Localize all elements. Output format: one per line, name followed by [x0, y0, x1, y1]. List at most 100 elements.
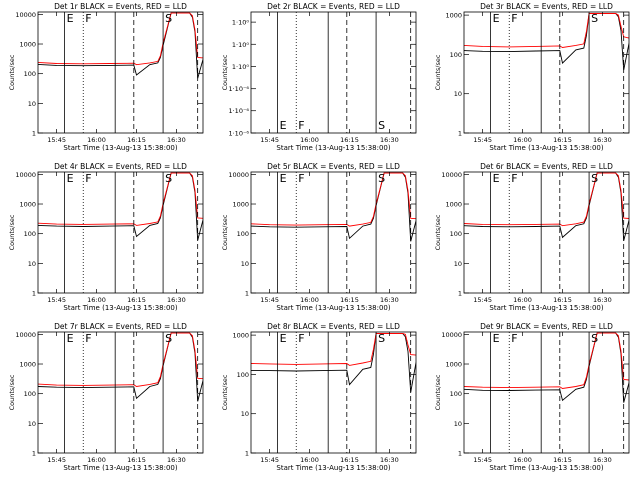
x-tick-label: 15:45 — [260, 136, 279, 144]
y-tick-label: 10 — [28, 260, 36, 268]
y-axis-label: Counts/sec — [8, 54, 16, 90]
x-tick-label: 16:15 — [553, 456, 572, 464]
marker-label: S — [165, 172, 172, 185]
x-tick-label: 16:15 — [127, 296, 146, 304]
x-tick-label: 16:15 — [553, 136, 572, 144]
y-tick-label: 1000 — [19, 201, 36, 209]
x-tick-label: 15:45 — [47, 136, 66, 144]
marker-label: F — [511, 332, 517, 345]
x-tick-label: 16:00 — [300, 456, 319, 464]
plot-frame — [37, 331, 204, 454]
marker-label: E — [67, 172, 74, 185]
x-tick-label: 16:30 — [167, 296, 186, 304]
x-tick-label: 16:30 — [593, 296, 612, 304]
y-axis-label: Counts/sec — [8, 214, 16, 250]
y-tick-label: 10000 — [441, 171, 462, 179]
y-tick-label: 1000 — [19, 41, 36, 49]
x-tick-label: 15:45 — [47, 296, 66, 304]
y-tick-label: 1000 — [232, 201, 249, 209]
y-axis-label: Counts/sec — [221, 214, 229, 250]
marker-label: F — [298, 119, 304, 132]
series-line-lld — [38, 172, 203, 226]
marker-label: S — [378, 172, 385, 185]
series-line-lld — [251, 172, 416, 227]
x-axis-label: Start Time (13-Aug-13 15:38:00) — [489, 464, 603, 472]
x-axis-label: Start Time (13-Aug-13 15:38:00) — [63, 304, 177, 312]
x-axis-label: Start Time (13-Aug-13 15:38:00) — [276, 464, 390, 472]
y-axis-label: Counts/sec — [221, 54, 229, 90]
x-tick-label: 16:30 — [167, 456, 186, 464]
y-axis-label: Counts/sec — [221, 374, 229, 410]
y-axis-label: Counts/sec — [434, 374, 442, 410]
y-tick-label: 100 — [237, 371, 249, 379]
y-tick-label: 1000 — [445, 12, 462, 20]
series-line-lld — [38, 12, 203, 66]
chart-title: Det 3r BLACK = Events, RED = LLD — [480, 2, 613, 11]
plot-frame — [463, 331, 630, 454]
y-tick-label: 100 — [450, 390, 462, 398]
y-axis-label: Counts/sec — [434, 214, 442, 250]
marker-label: E — [280, 332, 287, 345]
chart-title: Det 4r BLACK = Events, RED = LLD — [54, 162, 187, 171]
x-tick-label: 16:00 — [87, 296, 106, 304]
y-tick-label: 100 — [24, 230, 36, 238]
x-axis-label: Start Time (13-Aug-13 15:38:00) — [276, 144, 390, 152]
y-tick-label: 1·10⁻⁶ — [228, 85, 249, 93]
series-line-lld — [464, 13, 629, 48]
x-tick-label: 16:15 — [553, 296, 572, 304]
marker-label: S — [591, 332, 598, 345]
marker-label: S — [165, 332, 172, 345]
y-tick-label: 10000 — [15, 11, 36, 19]
y-tick-label: 10 — [241, 260, 249, 268]
y-tick-label: 10 — [454, 90, 462, 98]
plot-frame — [37, 11, 204, 134]
x-tick-label: 16:00 — [300, 136, 319, 144]
y-tick-label: 1000 — [445, 201, 462, 209]
marker-label: F — [85, 172, 91, 185]
y-tick-label: 100 — [450, 51, 462, 59]
chart-title: Det 2r BLACK = Events, RED = LLD — [267, 2, 400, 11]
y-tick-label: 1000 — [19, 361, 36, 369]
y-tick-label: 1000 — [445, 361, 462, 369]
x-tick-label: 16:15 — [340, 296, 359, 304]
y-tick-label: 1 — [32, 130, 36, 138]
x-axis-label: Start Time (13-Aug-13 15:38:00) — [63, 464, 177, 472]
marker-label: F — [85, 332, 91, 345]
x-tick-label: 16:00 — [513, 136, 532, 144]
plot-frame — [37, 171, 204, 294]
marker-label: S — [378, 332, 385, 345]
marker-label: E — [280, 119, 287, 132]
x-tick-label: 16:00 — [513, 456, 532, 464]
y-tick-label: 100 — [24, 70, 36, 78]
series-line-lld — [464, 172, 629, 227]
y-tick-label: 100 — [237, 230, 249, 238]
marker-label: S — [378, 119, 385, 132]
marker-label: F — [298, 332, 304, 345]
y-tick-label: 10 — [454, 260, 462, 268]
y-axis-label: Counts/sec — [8, 374, 16, 410]
x-tick-label: 16:30 — [167, 136, 186, 144]
x-tick-label: 15:45 — [473, 136, 492, 144]
x-tick-label: 16:15 — [127, 456, 146, 464]
y-axis-label: Counts/sec — [434, 54, 442, 90]
x-axis-label: Start Time (13-Aug-13 15:38:00) — [276, 304, 390, 312]
marker-label: S — [165, 12, 172, 25]
marker-label: E — [67, 332, 74, 345]
chart-title: Det 9r BLACK = Events, RED = LLD — [480, 322, 613, 331]
x-tick-label: 16:15 — [340, 456, 359, 464]
y-tick-label: 10000 — [228, 171, 249, 179]
y-tick-label: 10 — [28, 420, 36, 428]
x-tick-label: 16:30 — [593, 136, 612, 144]
y-tick-label: 1 — [458, 290, 462, 298]
y-tick-label: 1 — [458, 450, 462, 458]
y-tick-label: 10 — [28, 100, 36, 108]
y-tick-label: 10 — [454, 420, 462, 428]
chart-title: Det 6r BLACK = Events, RED = LLD — [480, 162, 613, 171]
